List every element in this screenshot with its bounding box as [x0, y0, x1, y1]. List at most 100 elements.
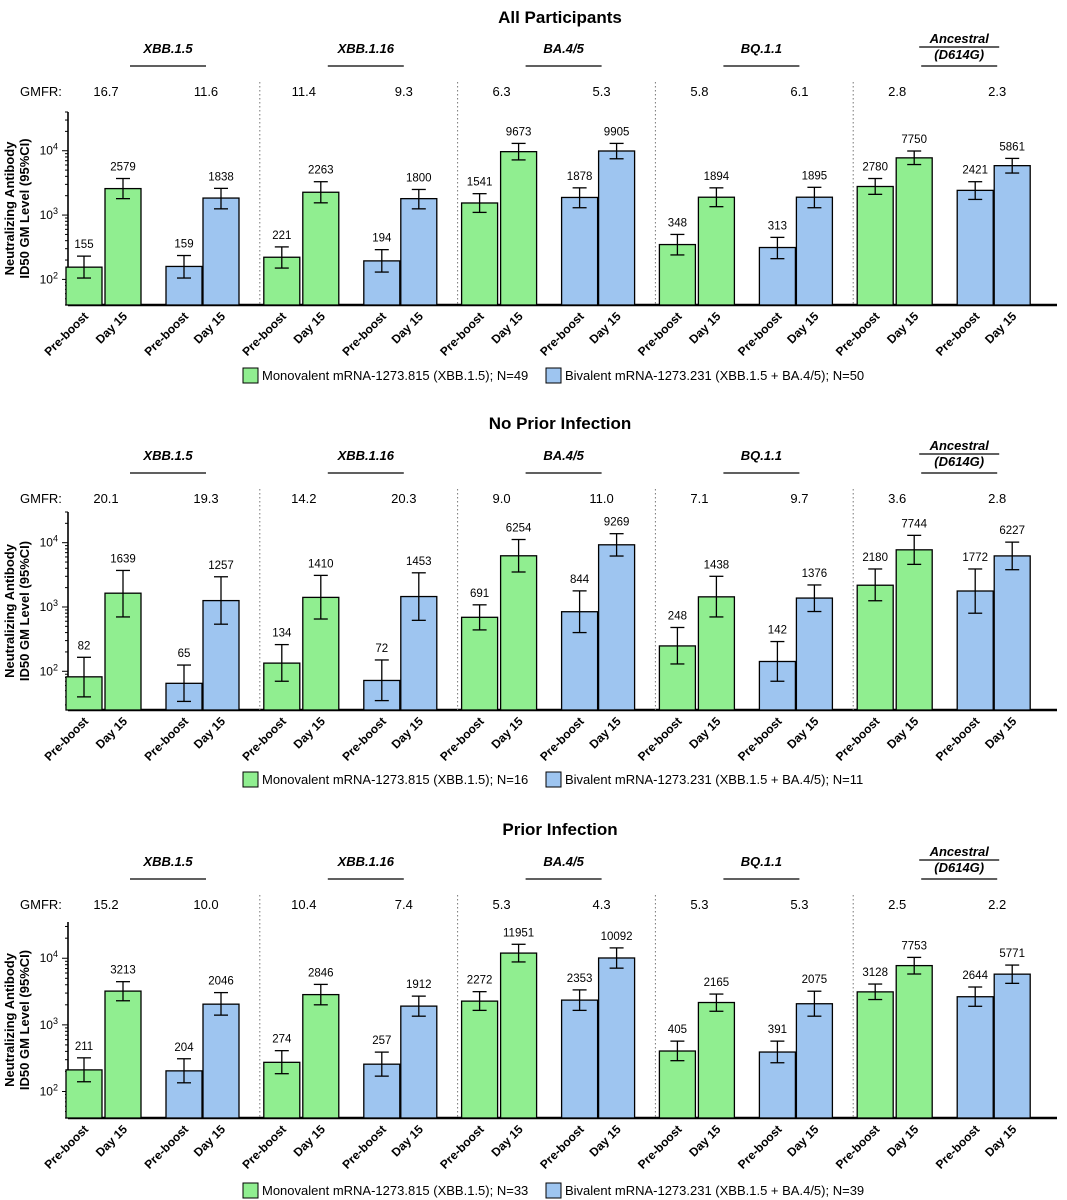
gmfr-value: 14.2	[291, 491, 316, 506]
bar	[856, 584, 894, 711]
x-tick-label: Pre-boost	[239, 714, 289, 764]
data-label: 1438	[704, 559, 730, 571]
x-tick-label: Pre-boost	[635, 714, 685, 764]
legend-label: Bivalent mRNA-1273.231 (XBB.1.5 + BA.4/5…	[565, 772, 863, 787]
data-label: 2180	[862, 552, 888, 564]
data-label: 1541	[467, 177, 493, 189]
data-label: 1894	[704, 171, 730, 183]
x-tick-label: Day 15	[586, 1122, 623, 1159]
legend-swatch	[545, 367, 562, 384]
x-tick-label: Day 15	[191, 1122, 228, 1159]
y-tick-label: 104	[40, 949, 58, 965]
legend-label: Monovalent mRNA-1273.815 (XBB.1.5); N=49	[262, 368, 528, 383]
x-tick-label: Pre-boost	[537, 714, 587, 764]
y-tick-label: 102	[40, 1082, 58, 1098]
bar	[597, 544, 636, 711]
variant-label: BQ.1.1	[741, 854, 782, 869]
data-label: 7753	[901, 940, 927, 952]
variant-label: BA.4/5	[543, 41, 584, 56]
data-label: 1878	[567, 171, 593, 183]
x-tick-label: Pre-boost	[437, 714, 487, 764]
gmfr-value: 20.1	[93, 491, 118, 506]
bar	[400, 1005, 438, 1119]
bar	[202, 1003, 240, 1119]
x-tick-label: Day 15	[884, 1122, 921, 1159]
y-axis-label: ID50 GM Level (95%CI)	[17, 138, 32, 278]
variant-label: Ancestral	[929, 844, 990, 859]
data-label: 2421	[962, 165, 988, 177]
variant-label: BQ.1.1	[741, 448, 782, 463]
variant-label: (D614G)	[934, 454, 984, 469]
gmfr-value: 4.3	[593, 897, 611, 912]
data-label: 7744	[901, 518, 927, 530]
variant-label: BA.4/5	[543, 448, 584, 463]
bar	[795, 1003, 834, 1119]
data-label: 2165	[704, 977, 730, 989]
data-label: 2075	[802, 974, 828, 986]
x-tick-label: Pre-boost	[933, 309, 983, 359]
variant-label: BQ.1.1	[741, 41, 782, 56]
gmfr-value: 19.3	[193, 491, 218, 506]
data-label: 691	[470, 588, 489, 600]
data-label: 3128	[862, 967, 888, 979]
legend-swatch	[545, 771, 562, 788]
data-label: 65	[178, 648, 191, 660]
x-tick-label: Pre-boost	[933, 1122, 983, 1172]
data-label: 2272	[467, 975, 493, 987]
gmfr-value: 15.2	[93, 897, 118, 912]
x-tick-label: Day 15	[884, 714, 921, 751]
bar	[202, 197, 240, 306]
y-tick-label: 102	[40, 662, 58, 678]
variant-label: XBB.1.5	[142, 41, 193, 56]
gmfr-label: GMFR:	[20, 491, 62, 506]
y-axis-label: ID50 GM Level (95%CI)	[17, 950, 32, 1090]
gmfr-value: 9.7	[790, 491, 808, 506]
bar	[560, 196, 599, 306]
data-label: 9673	[506, 126, 532, 138]
data-label: 142	[768, 625, 787, 637]
gmfr-value: 2.3	[988, 84, 1006, 99]
data-label: 7750	[901, 134, 927, 146]
data-label: 274	[272, 1034, 292, 1046]
y-axis-label: Neutralizing Antibody	[2, 952, 17, 1087]
gmfr-value: 11.4	[292, 84, 316, 99]
x-tick-label: Day 15	[191, 309, 228, 346]
gmfr-value: 5.8	[690, 84, 708, 99]
data-label: 257	[372, 1035, 391, 1047]
gmfr-value: 11.0	[589, 491, 613, 506]
gmfr-value: 2.2	[988, 897, 1006, 912]
x-tick-label: Pre-boost	[833, 714, 883, 764]
bar	[697, 1001, 736, 1119]
x-tick-label: Day 15	[884, 309, 921, 346]
bar	[302, 191, 340, 306]
legend-label: Monovalent mRNA-1273.815 (XBB.1.5); N=33	[262, 1183, 528, 1198]
panel-title: All Participants	[498, 8, 622, 27]
panel-1: All Participants Neutralizing Antibody ID5…	[2, 8, 1057, 384]
bar	[400, 197, 438, 306]
data-label: 1895	[802, 170, 828, 182]
gmfr-value: 6.1	[790, 84, 808, 99]
bar	[993, 973, 1031, 1119]
variant-label: BA.4/5	[543, 854, 584, 869]
legend-label: Bivalent mRNA-1273.231 (XBB.1.5 + BA.4/5…	[565, 368, 864, 383]
x-tick-label: Day 15	[488, 309, 525, 346]
data-label: 9269	[604, 517, 630, 529]
bar	[795, 196, 834, 306]
panel-title: No Prior Infection	[489, 414, 632, 433]
x-tick-label: Day 15	[784, 714, 821, 751]
x-tick-label: Pre-boost	[142, 1122, 192, 1172]
legend-swatch	[545, 1182, 562, 1199]
x-tick-label: Pre-boost	[833, 1122, 883, 1172]
bar	[460, 202, 499, 306]
bar	[895, 964, 933, 1119]
bar	[895, 549, 933, 711]
x-tick-label: Day 15	[784, 1122, 821, 1159]
bar	[460, 616, 499, 711]
x-tick-label: Pre-boost	[735, 714, 785, 764]
x-tick-label: Day 15	[93, 309, 130, 346]
bar	[795, 597, 834, 711]
variant-label: XBB.1.16	[337, 41, 395, 56]
bar	[856, 991, 894, 1119]
bar	[697, 196, 736, 306]
gmfr-value: 5.3	[493, 897, 511, 912]
